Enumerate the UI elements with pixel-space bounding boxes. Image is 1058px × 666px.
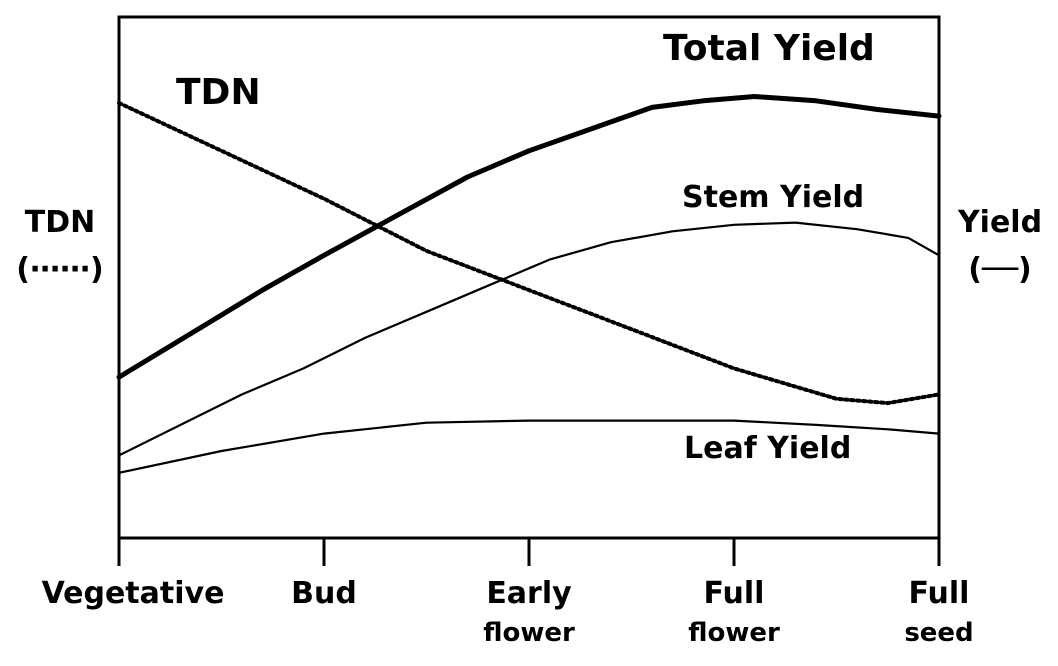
series-label-leaf-yield: Leaf Yield — [684, 431, 851, 466]
series-line-tdn — [117, 101, 941, 406]
y-axis-left-symbol: (⋯⋯) — [16, 252, 103, 287]
x-tick-label: Bud — [291, 576, 357, 611]
x-ticks: Vegetative Bud Early flower Full flower Full se… — [42, 538, 974, 648]
series-line-leaf-yield — [117, 419, 941, 474]
x-tick-label: Full — [704, 576, 765, 611]
series-label-total-yield: Total Yield — [663, 28, 875, 69]
x-tick-label: flower — [688, 618, 780, 648]
series-line-stem-yield — [117, 221, 941, 457]
series-layer — [116, 94, 942, 474]
x-tick-label: seed — [904, 618, 973, 648]
series-label-tdn: TDN — [176, 72, 261, 113]
y-axis-right-symbol: (──) — [968, 252, 1032, 287]
y-axis-right-label: Yield — [957, 205, 1042, 240]
x-tick-label: Full — [909, 576, 970, 611]
y-axis-left-label: TDN — [25, 205, 95, 240]
x-tick-label: Vegetative — [42, 576, 225, 611]
x-tick-label: flower — [483, 618, 575, 648]
series-line-total-yield — [116, 94, 942, 380]
x-tick-label: Early — [486, 576, 572, 611]
series-label-stem-yield: Stem Yield — [682, 180, 864, 215]
